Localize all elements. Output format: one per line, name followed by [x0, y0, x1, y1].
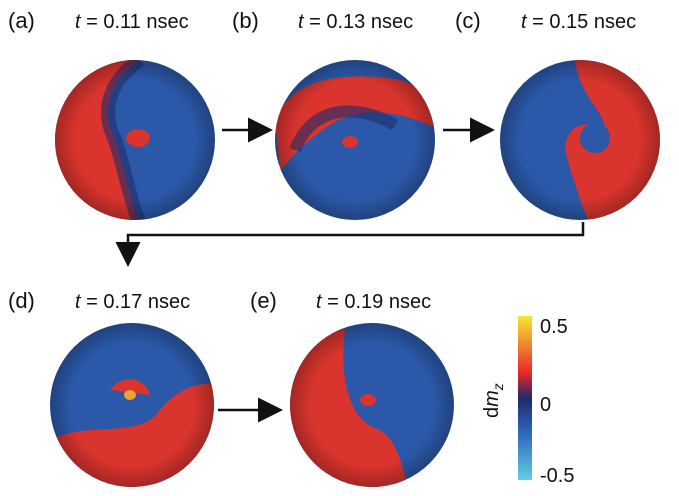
colorbar: 0.5 0 -0.5 dmz	[481, 316, 574, 487]
text-part: t	[298, 11, 305, 33]
colorbar-scale	[518, 316, 532, 480]
panel-label: (a)	[8, 8, 35, 33]
panel-time: t = 0.11 nsec	[75, 11, 189, 33]
colorbar-tick-label: 0.5	[540, 316, 568, 338]
colorbar-label: dmz	[481, 383, 506, 418]
text-part: d	[481, 407, 503, 418]
panel-label: (b)	[232, 8, 259, 33]
disk-d	[45, 320, 220, 495]
text-part: t	[521, 11, 528, 33]
text-part: = 0.17 nsec	[86, 291, 190, 313]
text-part: m	[481, 390, 503, 407]
panel-label: (d)	[8, 288, 35, 313]
text-part: t	[316, 291, 323, 313]
text-part: = 0.19 nsec	[327, 291, 431, 313]
panel-label: (e)	[250, 288, 277, 313]
text-part: z	[490, 383, 506, 391]
text-part: = 0.11 nsec	[86, 11, 188, 33]
colorbar-tick-label: 0	[540, 394, 551, 416]
disk-b	[270, 55, 440, 225]
disk-c	[495, 55, 665, 225]
panel-time: t = 0.19 nsec	[316, 291, 431, 313]
panel-time: t = 0.13 nsec	[298, 11, 413, 33]
panel-label: (c)	[455, 8, 481, 33]
figure: (a) t = 0.11 nsec (b) t = 0.13 nsec (c) …	[0, 0, 679, 496]
panel-time: t = 0.17 nsec	[75, 291, 190, 313]
text-part: = 0.15 nsec	[532, 11, 636, 33]
text-part: t	[75, 11, 82, 33]
disk-a	[50, 55, 220, 225]
panel-time: t = 0.15 nsec	[521, 11, 636, 33]
text-part: t	[75, 291, 82, 313]
disk-e	[285, 320, 460, 495]
text-part: = 0.13 nsec	[309, 11, 413, 33]
colorbar-tick-label: -0.5	[540, 465, 574, 487]
